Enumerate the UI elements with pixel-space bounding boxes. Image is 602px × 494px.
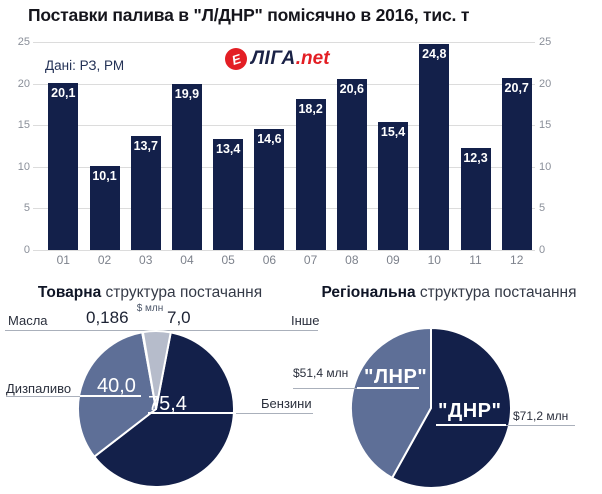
x-axis-label-01: 01 <box>56 253 70 267</box>
pie-charts <box>76 327 512 489</box>
dyzpalyvo-callout-line <box>6 396 80 397</box>
bar-value-05: 13,4 <box>216 141 241 156</box>
bar-month-06 <box>254 128 285 250</box>
region-section-title: Регіональна структура постачання <box>296 284 602 302</box>
x-axis-label-02: 02 <box>97 253 112 267</box>
bar-value-06: 14,6 <box>257 131 282 146</box>
slice-value-dyzpalyvo: 40,0 <box>97 375 136 397</box>
bar-month-09 <box>378 121 409 250</box>
x-axis-label-11: 11 <box>469 253 482 267</box>
bar-value-12: 20,7 <box>504 80 529 95</box>
liga-logo-icon: E <box>225 48 247 70</box>
slice-label-lnr: "ЛНР" <box>364 366 428 388</box>
x-axis-label-09: 09 <box>386 253 400 267</box>
region-section-title-rest: структура постачання <box>415 284 577 301</box>
pie-slice-2-0 <box>391 327 512 489</box>
product-section-title-rest: структура постачання <box>101 284 263 301</box>
x-axis-label-08: 08 <box>345 253 359 267</box>
gridline-20 <box>33 83 535 85</box>
bar-value-03: 13,7 <box>133 139 158 154</box>
slice-label-inshe: Інше <box>291 313 320 328</box>
pie-slice-1-3 <box>141 330 172 410</box>
lnr-callout-line <box>293 388 357 389</box>
bar-value-07: 18,2 <box>298 101 323 116</box>
bar-month-03 <box>130 136 161 250</box>
bar-month-07 <box>295 98 326 250</box>
slice-value-dnr: $71,2 млн <box>513 409 569 423</box>
slice-value-masla: 0,186 <box>86 308 129 327</box>
logo-suffix: .net <box>295 48 330 69</box>
dnr-callout-line <box>506 425 575 426</box>
page-title: Поставки палива в "Л/ДНР" помісячно в 20… <box>28 5 470 25</box>
pie-slice-1-0 <box>93 331 235 488</box>
slice-value-benzyny: 75,4 <box>148 393 187 415</box>
bar-month-10 <box>419 43 450 250</box>
gridline-25 <box>33 42 535 43</box>
bar-month-12 <box>501 77 532 250</box>
slice-label-masla: Масла <box>8 313 48 328</box>
slice-value-inshe: 7,0 <box>167 308 191 327</box>
benzyny-callout-line-inner <box>148 412 236 414</box>
gridline-0 <box>33 250 535 251</box>
product-section-title: Товарна структура постачання <box>0 284 300 302</box>
y-axis-tick-left-5: 5 <box>23 202 30 215</box>
y-axis-tick-left-10: 10 <box>17 160 30 173</box>
dnr-callout-line-inner <box>436 424 506 426</box>
lnr-callout-line-inner <box>357 387 419 389</box>
bar-month-11 <box>460 147 491 250</box>
x-axis-label-05: 05 <box>221 253 235 267</box>
x-axis-label-04: 04 <box>180 253 194 267</box>
slice-label-dyzpalyvo: Дизпаливо <box>6 381 72 396</box>
y-axis-tick-right-0: 0 <box>539 244 546 256</box>
y-axis-tick-left-20: 20 <box>17 77 30 90</box>
y-axis-tick-right-25: 25 <box>539 36 552 48</box>
bar-value-04: 19,9 <box>174 87 200 102</box>
product-section-title-emphasis: Товарна <box>37 284 102 301</box>
bar-value-11: 12,3 <box>463 150 488 165</box>
x-axis-label-06: 06 <box>262 253 277 267</box>
product-unit-label: $ млн <box>136 303 164 314</box>
data-source-note: Дані: РЗ, РМ <box>45 58 125 73</box>
liga-logo: E ЛІГА .net <box>225 48 330 70</box>
slice-value-lnr: $51,4 млн <box>293 366 349 380</box>
y-axis-tick-left-0: 0 <box>23 244 30 256</box>
region-section-title-emphasis: Регіональна <box>321 284 416 301</box>
slice-label-benzyny: Бензини <box>261 396 312 411</box>
bar-value-02: 10,1 <box>92 168 117 183</box>
x-axis-label-10: 10 <box>427 253 441 267</box>
bar-value-08: 20,6 <box>339 81 364 96</box>
x-axis-label-12: 12 <box>510 253 524 267</box>
bar-month-02 <box>89 165 120 250</box>
bar-month-04 <box>171 84 202 250</box>
bar-month-05 <box>213 138 244 250</box>
slice-label-dnr: "ДНР" <box>438 400 502 422</box>
bar-value-10: 24,8 <box>422 46 447 61</box>
y-axis-tick-right-5: 5 <box>539 202 546 215</box>
y-axis-tick-right-20: 20 <box>539 77 552 90</box>
gridline-15 <box>33 125 535 127</box>
bar-month-01 <box>48 82 79 250</box>
bar-value-01: 20,1 <box>51 85 76 100</box>
y-axis-tick-left-15: 15 <box>17 119 30 132</box>
pie-slice-1-1 <box>76 331 157 458</box>
x-axis-label-03: 03 <box>139 253 153 267</box>
x-axis-label-07: 07 <box>303 253 318 267</box>
benzyny-callout-line <box>236 413 313 414</box>
y-axis-tick-left-25: 25 <box>17 36 30 48</box>
bar-value-09: 15,4 <box>380 124 406 139</box>
y-axis-tick-right-15: 15 <box>539 119 552 132</box>
dyzpalyvo-callout-line-inner <box>80 395 141 397</box>
pie-slice-2-1 <box>350 327 432 479</box>
y-axis-tick-right-10: 10 <box>539 160 552 173</box>
logo-name: ЛІГА <box>251 48 296 69</box>
bar-month-08 <box>336 78 367 250</box>
